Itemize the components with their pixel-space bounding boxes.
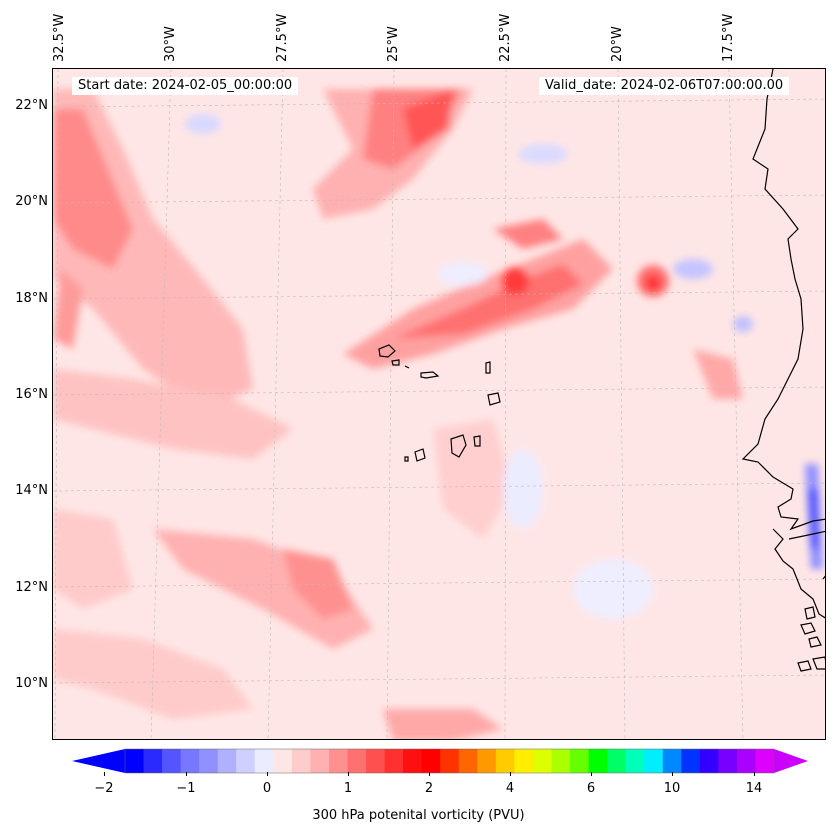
colorbar-segment (217, 749, 237, 773)
colorbar-segment (143, 749, 163, 773)
colorbar-segment (291, 749, 311, 773)
graticule (53, 69, 825, 739)
colorbar-tick (510, 772, 511, 776)
colorbar-segment (328, 749, 349, 773)
lat-label: 10°N (15, 676, 48, 691)
colorbar-segment (681, 749, 701, 773)
colorbar-tick-label: 2 (424, 781, 434, 796)
colorbar-segment (495, 749, 515, 773)
colorbar-segment (532, 749, 552, 773)
colorbar-tick (186, 772, 187, 776)
colorbar-segment (755, 749, 775, 773)
colorbar-tick-label: 6 (586, 781, 596, 796)
colorbar-tick-label: 14 (745, 781, 763, 796)
colorbar-segment (403, 749, 423, 773)
colorbar-tick (591, 772, 592, 776)
colorbar-tick-label: −2 (94, 781, 114, 796)
colorbar-segment (570, 749, 590, 773)
lat-label: 14°N (15, 483, 48, 498)
colorbar-tick (267, 772, 268, 776)
valid-date-label: Valid_date: 2024-02-06T07:00:00.00 (539, 77, 790, 95)
colorbar-segment (662, 749, 682, 773)
colorbar-segment (477, 749, 497, 773)
colorbar-segment (236, 749, 256, 773)
colorbar-tick (429, 772, 430, 776)
colorbar-segment (310, 749, 330, 773)
lon-label: 27.5°W (275, 13, 290, 62)
lon-label: 30°W (163, 26, 178, 62)
colorbar-segment (347, 749, 367, 773)
colorbar-tick (348, 772, 349, 776)
colorbar-tick-label: 0 (262, 781, 272, 796)
pv-field (53, 69, 825, 739)
lon-label: 32.5°W (52, 13, 67, 62)
colorbar-segment (440, 749, 460, 773)
colorbar-frame (124, 748, 775, 774)
colorbar-segment (736, 749, 756, 773)
lat-label: 22°N (15, 98, 48, 113)
colorbar-low-extend (72, 749, 125, 773)
lon-label: 20°W (610, 26, 625, 62)
colorbar-label: 300 hPa potenital vorticity (PVU) (312, 808, 525, 823)
colorbar-tick (754, 772, 755, 776)
colorbar-segment (366, 749, 386, 773)
lon-label: 22.5°W (498, 13, 513, 62)
islands (378, 344, 501, 462)
colorbar-tick (104, 772, 105, 776)
colorbar-segment (180, 749, 200, 773)
colorbar-segment (162, 749, 182, 773)
coastline (741, 69, 825, 672)
colorbar-segment (551, 749, 571, 773)
lat-label: 12°N (15, 580, 48, 595)
pv-contours (53, 89, 823, 739)
colorbar-high-extend (774, 749, 808, 773)
colorbar-segment (607, 749, 627, 773)
colorbar-segment (644, 749, 664, 773)
colorbar-tick (672, 772, 673, 776)
colorbar-segment (384, 749, 404, 773)
start-date-label: Start date: 2024-02-05_00:00:00 (72, 77, 299, 95)
lon-label: 17.5°W (721, 13, 736, 62)
colorbar-segment (421, 749, 441, 773)
colorbar (72, 748, 808, 774)
lat-label: 18°N (15, 291, 48, 306)
colorbar-segment (254, 749, 274, 773)
lat-label: 20°N (15, 194, 48, 209)
colorbar-segment (514, 749, 534, 773)
colorbar-tick-label: −1 (176, 781, 196, 796)
lon-label: 25°W (386, 26, 401, 62)
colorbar-segment (588, 749, 608, 773)
colorbar-tick-label: 10 (663, 781, 681, 796)
colorbar-segment (625, 749, 645, 773)
map-panel[interactable] (52, 68, 826, 740)
colorbar-tick-label: 1 (343, 781, 353, 796)
colorbar-tick-label: 4 (505, 781, 515, 796)
colorbar-segment (699, 749, 719, 773)
colorbar-segment (199, 749, 219, 773)
colorbar-segment (718, 749, 738, 773)
colorbar-segment (273, 749, 293, 773)
colorbar-segment (458, 749, 478, 773)
lat-label: 16°N (15, 387, 48, 402)
colorbar-segment (125, 749, 145, 773)
